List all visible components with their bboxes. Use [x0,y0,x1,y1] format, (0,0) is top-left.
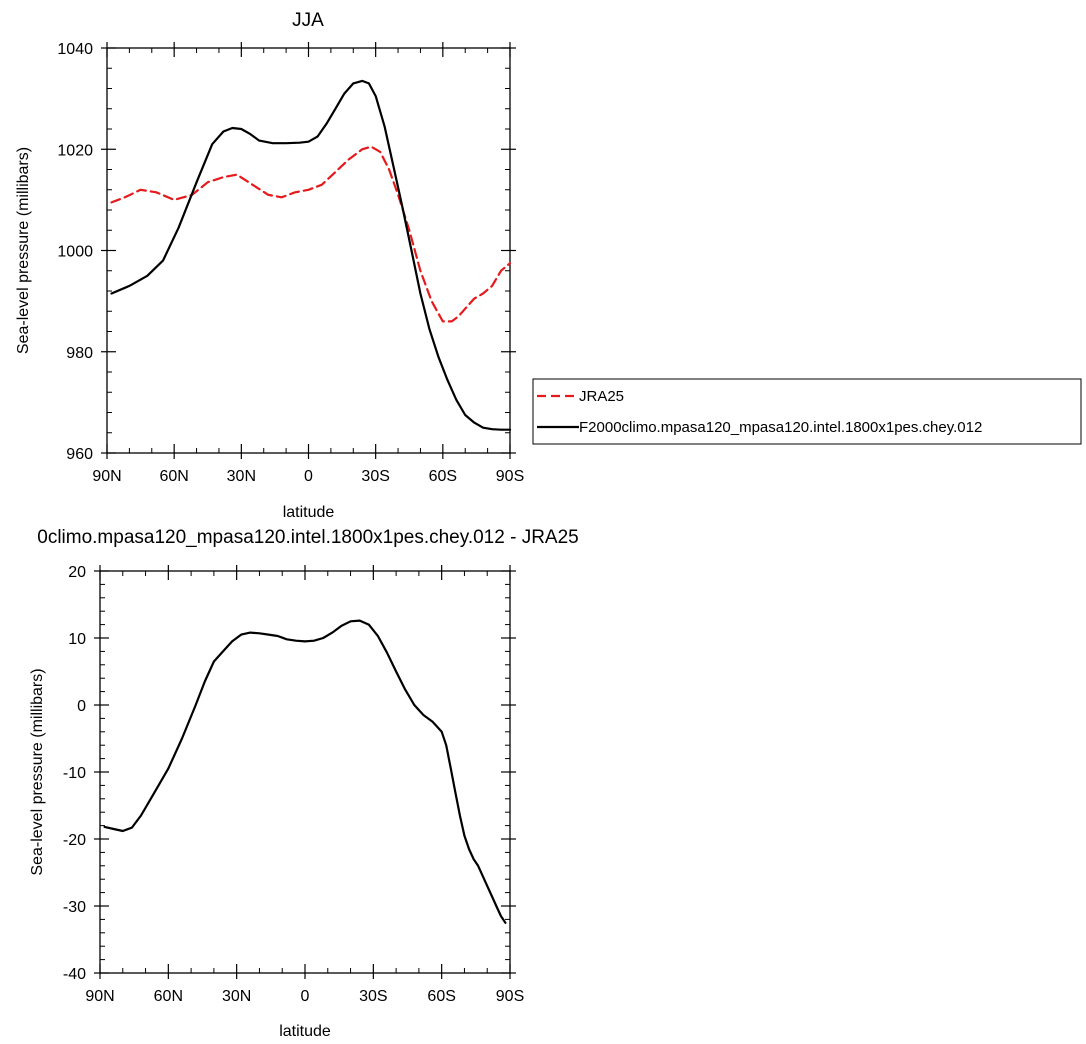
y-tick-label: 20 [68,564,86,581]
y-tick-label: -30 [63,899,86,916]
series-line-1 [103,619,507,924]
x-tick-label: 60N [159,468,188,485]
x-tick-label: 30S [361,468,389,485]
x-axis-title: latitude [279,1023,331,1040]
x-axis-title: latitude [283,504,335,521]
y-tick-label: -40 [63,966,86,983]
x-tick-label: 30N [222,988,251,1005]
x-tick-label: 90N [92,468,121,485]
x-tick-label: 90S [496,988,524,1005]
chart-panel-1: JJA 90N 60N 30N 0 30S 60S 90S 960 980 1000 1020 1040… [15,10,1082,521]
x-tick-label: 30N [227,468,256,485]
plot-frame [99,570,511,974]
x-tick-label: 30S [359,988,387,1005]
y-axis-title: Sea-level pressure (millibars) [29,668,46,875]
legend-label: F2000climo.mpasa120_mpasa120.intel.1800x… [579,419,982,436]
y-axis-title: Sea-level pressure (millibars) [15,147,32,354]
series-line-2 [110,79,512,431]
y-tick-label: -20 [63,832,86,849]
x-tick-label: 60S [429,468,457,485]
series-line-1 [110,145,512,323]
x-tick-label: 90S [496,468,524,485]
x-tick-label: 0 [301,988,310,1005]
legend-label: JRA25 [579,388,624,405]
chart-title: JJA [292,10,324,31]
x-tick-label: 0 [304,468,313,485]
y-tick-label: 1040 [57,41,93,58]
legend-box [532,378,1082,445]
x-tick-label: 90N [85,988,114,1005]
chart-panel-2: 0climo.mpasa120_mpasa120.intel.1800x1pes… [29,527,579,1040]
y-tick-label: 1020 [57,142,93,159]
y-tick-label: 1000 [57,244,93,261]
legend: JRA25 F2000climo.mpasa120_mpasa120.intel.… [532,378,1082,445]
chart-title: 0climo.mpasa120_mpasa120.intel.1800x1pes… [37,527,578,548]
y-tick-label: 0 [77,698,86,715]
y-tick-label: -10 [63,765,86,782]
y-tick-label: 980 [66,345,93,362]
x-tick-label: 60S [427,988,455,1005]
y-tick-label: 10 [68,631,86,648]
y-tick-label: 960 [66,446,93,463]
x-tick-label: 60N [154,988,183,1005]
